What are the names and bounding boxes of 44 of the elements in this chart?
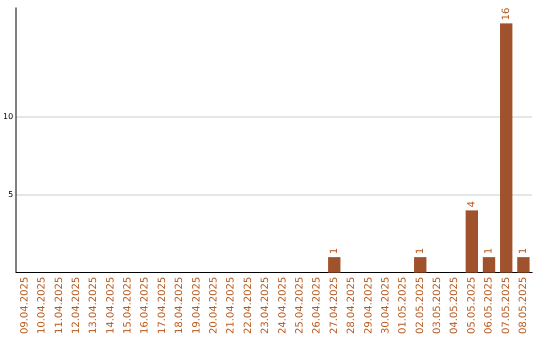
bar xyxy=(500,23,512,273)
x-tick-label: 15.04.2025 xyxy=(122,276,134,334)
bar xyxy=(466,210,478,273)
y-tick-label: 5 xyxy=(8,190,14,199)
data-label: 4 xyxy=(466,201,478,208)
bar xyxy=(328,257,340,273)
x-tick-label: 18.04.2025 xyxy=(174,276,186,334)
x-tick-label: 05.05.2025 xyxy=(466,276,478,334)
x-tick-label: 06.05.2025 xyxy=(484,276,495,334)
x-tick-label: 22.04.2025 xyxy=(242,276,254,334)
x-tick-label: 14.04.2025 xyxy=(105,276,116,334)
data-label: 1 xyxy=(328,248,340,254)
bar xyxy=(517,257,530,273)
x-tick-label: 21.04.2025 xyxy=(226,276,237,334)
x-tick-label: 25.04.2025 xyxy=(294,276,306,334)
x-tick-label: 07.05.2025 xyxy=(500,276,512,334)
x-tick-label: 08.05.2025 xyxy=(518,276,529,334)
data-label: 16 xyxy=(500,8,512,20)
x-tick-label: 27.04.2025 xyxy=(328,276,340,334)
x-tick-label: 28.04.2025 xyxy=(346,276,358,334)
x-tick-label: 30.04.2025 xyxy=(380,276,392,334)
x-tick-label: 16.04.2025 xyxy=(140,276,151,334)
x-tick-label: 01.05.2025 xyxy=(398,276,409,334)
data-label: 1 xyxy=(484,248,495,254)
x-tick-label: 19.04.2025 xyxy=(191,276,202,334)
x-tick-label: 03.05.2025 xyxy=(432,276,444,334)
x-tick-label: 12.04.2025 xyxy=(70,276,82,334)
data-label: 1 xyxy=(414,248,426,254)
x-tick-label: 24.04.2025 xyxy=(277,276,288,334)
x-tick-label: 26.04.2025 xyxy=(312,276,323,334)
x-tick-label: 20.04.2025 xyxy=(208,276,220,334)
x-tick-label: 04.05.2025 xyxy=(449,276,460,334)
data-label: 1 xyxy=(518,248,529,254)
x-tick-label: 11.04.2025 xyxy=(54,276,65,334)
x-tick-label: 23.04.2025 xyxy=(260,276,272,334)
y-tick-label: 10 xyxy=(2,112,14,121)
bar xyxy=(482,257,496,273)
x-tick-label: 29.04.2025 xyxy=(363,276,374,334)
x-tick-label: 13.04.2025 xyxy=(88,276,100,334)
x-tick-label: 09.04.2025 xyxy=(19,276,30,334)
x-tick-label: 10.04.2025 xyxy=(36,276,48,334)
bar xyxy=(414,257,426,273)
x-tick-label: 17.04.2025 xyxy=(156,276,168,334)
x-tick-label: 02.05.2025 xyxy=(414,276,426,334)
